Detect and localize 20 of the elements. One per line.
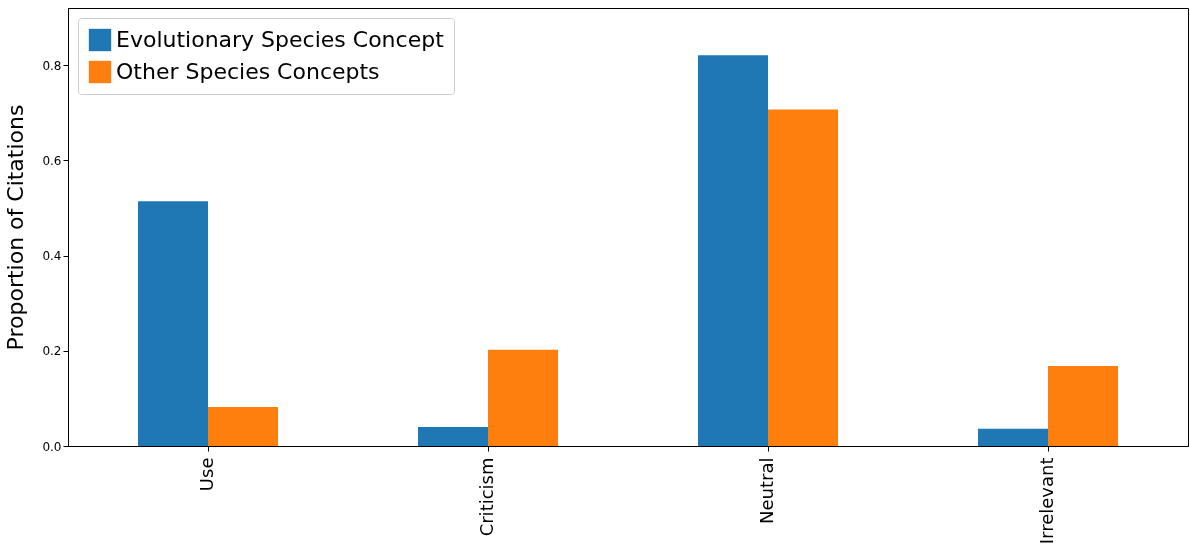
bar [208,406,278,446]
x-tick-label: Criticism [476,457,497,537]
y-tick-label: 0.8 [42,58,62,73]
y-tick-label: 0.4 [42,249,62,264]
x-tick-label: Irrelevant [1036,457,1057,545]
x-tick-label: Neutral [756,457,777,524]
legend-label: Evolutionary Species Concept [116,27,445,52]
y-tick-label: 0.6 [42,153,62,168]
bar [418,426,488,446]
y-tick-label: 0.0 [42,439,62,454]
y-tick-label: 0.2 [42,344,62,359]
legend-label: Other Species Concepts [116,59,380,84]
y-axis-title: Proportion of Citations [3,104,29,351]
bar [768,109,838,446]
bar [488,349,558,446]
bar [978,428,1048,446]
bar [138,201,208,446]
bar [1048,366,1118,446]
bar [698,55,768,446]
x-tick-label: Use [196,457,217,492]
